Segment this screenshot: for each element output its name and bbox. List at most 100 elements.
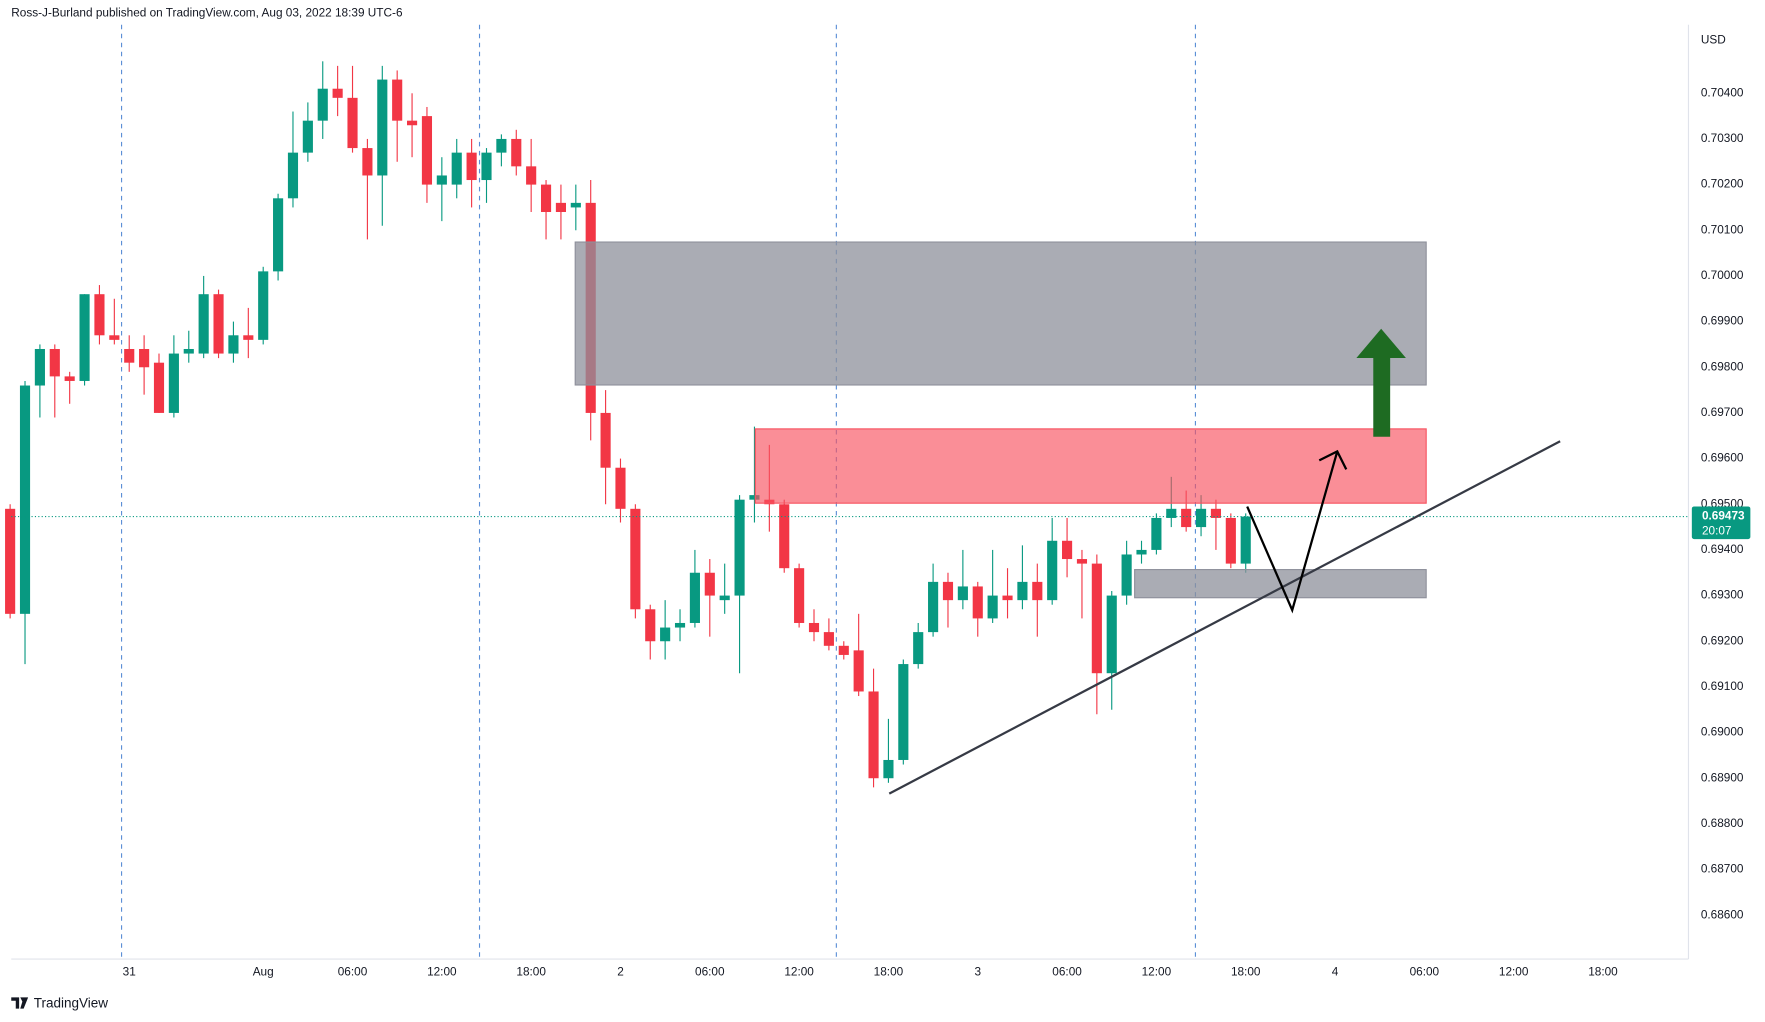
candle-body xyxy=(630,508,641,610)
brand: TradingView xyxy=(11,996,108,1011)
y-tick-label: 0.69900 xyxy=(1701,314,1744,328)
y-tick-label: 0.68600 xyxy=(1701,907,1744,921)
candle-body xyxy=(213,294,224,354)
candle-body xyxy=(868,691,879,779)
candle-body xyxy=(779,504,790,569)
candle-body xyxy=(347,97,358,149)
resistance-zone xyxy=(754,428,1427,504)
candle-body xyxy=(883,759,894,779)
supply-zone xyxy=(574,241,1427,386)
candle-body xyxy=(511,138,522,167)
countdown-label: 20:07 xyxy=(1702,523,1732,537)
trend-line xyxy=(888,440,1561,795)
currency-label: USD xyxy=(1701,33,1726,47)
candle-body xyxy=(913,632,924,665)
candle-body xyxy=(1076,559,1088,564)
candle-body xyxy=(392,79,403,121)
up-arrow xyxy=(1356,328,1406,437)
candle-body xyxy=(1195,508,1207,528)
brand-name: TradingView xyxy=(34,996,109,1011)
x-tick-label: 06:00 xyxy=(695,965,725,979)
candle-body xyxy=(898,664,909,760)
candle-body xyxy=(1032,581,1043,601)
candle-body xyxy=(377,79,388,176)
last-price-label: 0.69473 xyxy=(1702,509,1745,523)
candle-body xyxy=(109,335,120,340)
header: Ross-J-Burland published on TradingView.… xyxy=(11,6,403,20)
x-tick-label: Aug xyxy=(253,965,274,979)
candle-body xyxy=(1151,517,1162,550)
candle-body xyxy=(317,88,328,121)
candle-body xyxy=(600,412,611,468)
x-tick-label: 06:00 xyxy=(1410,965,1440,979)
candle-body xyxy=(794,568,805,623)
y-tick-label: 0.70000 xyxy=(1701,268,1744,282)
projection-path xyxy=(1246,451,1339,614)
y-tick-label: 0.69100 xyxy=(1701,679,1744,693)
candle-body xyxy=(34,348,45,386)
candle-body xyxy=(1002,595,1013,601)
y-tick-label: 0.70400 xyxy=(1701,85,1744,99)
projection-arrowhead xyxy=(1318,449,1348,470)
y-tick-label: 0.70300 xyxy=(1701,131,1744,145)
candle-body xyxy=(49,348,60,377)
candle-body xyxy=(838,645,849,655)
candle-body xyxy=(689,572,700,623)
candle-body xyxy=(287,152,299,199)
x-tick-label: 18:00 xyxy=(874,965,904,979)
y-tick-label: 0.68900 xyxy=(1701,770,1744,784)
candle-body xyxy=(79,294,90,381)
x-tick-label: 18:00 xyxy=(516,965,546,979)
candle-body xyxy=(570,202,581,208)
candle-body xyxy=(674,622,686,628)
candle-body xyxy=(1091,563,1102,674)
candle-body xyxy=(704,572,715,596)
candle-body xyxy=(198,294,209,354)
y-tick-label: 0.69300 xyxy=(1701,588,1744,602)
candle-body xyxy=(540,184,552,213)
candle-body xyxy=(496,138,507,153)
y-tick-label: 0.69800 xyxy=(1701,359,1744,373)
y-tick-label: 0.70200 xyxy=(1701,177,1744,191)
candle-body xyxy=(660,627,671,642)
candle-body xyxy=(436,175,447,185)
x-tick-label: 4 xyxy=(1332,965,1339,979)
x-tick-label: 31 xyxy=(123,965,136,979)
candle-body xyxy=(1106,595,1117,674)
candle-body xyxy=(555,202,566,213)
x-tick-label: 06:00 xyxy=(338,965,368,979)
candle-body xyxy=(928,581,939,633)
x-tick-label: 3 xyxy=(974,965,981,979)
x-tick-label: 18:00 xyxy=(1231,965,1261,979)
candle-body xyxy=(153,362,165,413)
candle-body xyxy=(243,335,254,340)
candle-body xyxy=(734,499,745,596)
candle-body xyxy=(972,586,983,619)
candle-body xyxy=(302,120,313,153)
candle-body xyxy=(407,120,418,126)
candle-body xyxy=(719,595,730,601)
x-tick-label: 12:00 xyxy=(1142,965,1172,979)
candle-body xyxy=(5,508,16,614)
axis: 0.70400 0.70300 0.70200 0.70100 0.70000 0.699… xyxy=(123,85,1751,979)
candle-body xyxy=(853,650,864,692)
candle-body xyxy=(273,198,284,272)
y-tick-label: 0.69200 xyxy=(1701,633,1744,647)
x-tick-label: 12:00 xyxy=(1499,965,1529,979)
x-tick-label: 06:00 xyxy=(1052,965,1082,979)
candle-body xyxy=(942,581,954,601)
support-zone xyxy=(1134,569,1427,599)
candle-body xyxy=(987,595,998,619)
y-tick-label: 0.69700 xyxy=(1701,405,1744,419)
y-tick-label: 0.69400 xyxy=(1701,542,1744,556)
x-tick-label: 12:00 xyxy=(427,965,457,979)
candle-body xyxy=(64,376,75,381)
plot xyxy=(5,61,1689,788)
x-tick-label: 2 xyxy=(617,965,624,979)
y-tick-label: 0.70100 xyxy=(1701,222,1744,236)
session-lines xyxy=(121,24,1196,960)
candle-body xyxy=(808,622,820,633)
candle-body xyxy=(94,294,105,336)
candle-body xyxy=(1136,549,1147,555)
candle-body xyxy=(1210,508,1222,518)
